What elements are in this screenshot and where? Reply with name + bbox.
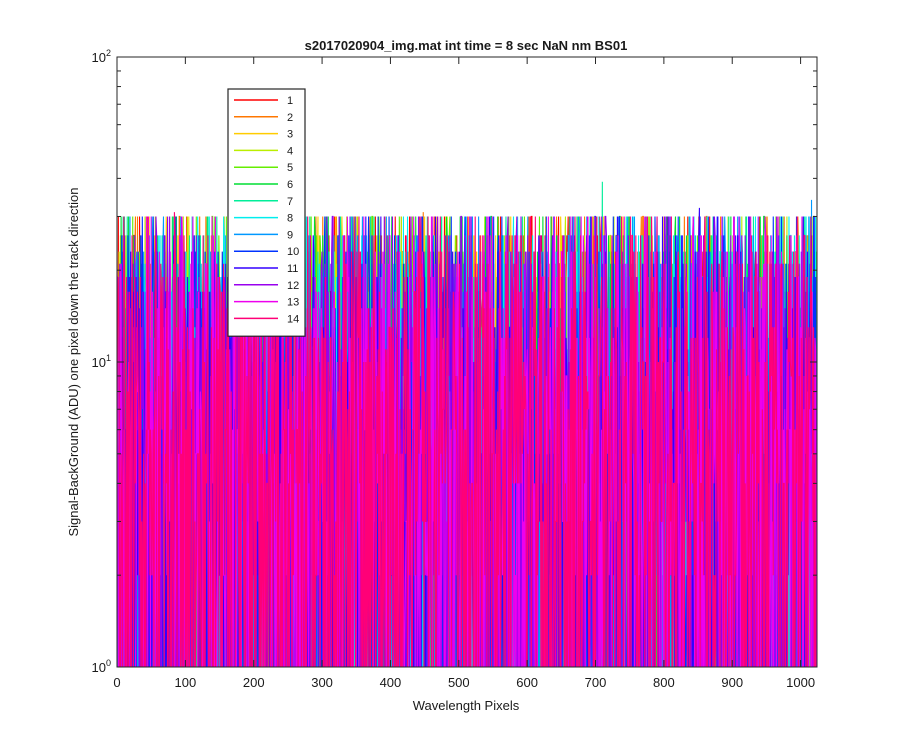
series-lines	[117, 181, 817, 667]
legend-label-12: 12	[287, 280, 299, 292]
y-tick-label: 100	[92, 658, 111, 675]
legend-label-2: 2	[287, 112, 293, 124]
x-tick-label: 0	[113, 675, 120, 690]
plot-border	[116, 56, 818, 668]
x-tick-label: 900	[721, 675, 743, 690]
x-tick-label: 600	[516, 675, 538, 690]
legend-label-1: 1	[287, 95, 293, 107]
legend-box	[227, 88, 306, 337]
legend-label-13: 13	[287, 297, 299, 309]
y-tick-label: 102	[92, 48, 111, 65]
y-tick-labels: 100 101 102	[92, 48, 111, 675]
x-tick-label: 300	[311, 675, 333, 690]
x-tick-label: 100	[175, 675, 197, 690]
plot-area	[116, 56, 818, 668]
x-tick-label: 500	[448, 675, 470, 690]
y-tick-label: 101	[92, 353, 111, 370]
legend-label-10: 10	[287, 246, 299, 258]
x-tick-label: 700	[585, 675, 607, 690]
legend-label-8: 8	[287, 213, 293, 225]
x-tick-labels: 0 100 200 300 400 500 600 700 800 900 1000	[113, 675, 815, 690]
legend-label-4: 4	[287, 145, 293, 157]
legend-label-5: 5	[287, 162, 293, 174]
legend-label-14: 14	[287, 313, 299, 325]
x-tick-label: 400	[380, 675, 402, 690]
x-tick-label: 800	[653, 675, 675, 690]
legend-label-6: 6	[287, 179, 293, 191]
x-tick-label: 1000	[786, 675, 815, 690]
legend-label-3: 3	[287, 129, 293, 141]
chart-title: s2017020904_img.mat int time = 8 sec NaN…	[305, 38, 628, 53]
legend-label-9: 9	[287, 229, 293, 241]
x-tick-label: 200	[243, 675, 265, 690]
legend-label-11: 11	[287, 263, 298, 275]
legend-label-7: 7	[287, 196, 293, 208]
y-axis-label: Signal-BackGround (ADU) one pixel down t…	[66, 187, 81, 536]
x-axis-label: Wavelength Pixels	[413, 698, 520, 713]
series-line-14	[117, 212, 817, 667]
